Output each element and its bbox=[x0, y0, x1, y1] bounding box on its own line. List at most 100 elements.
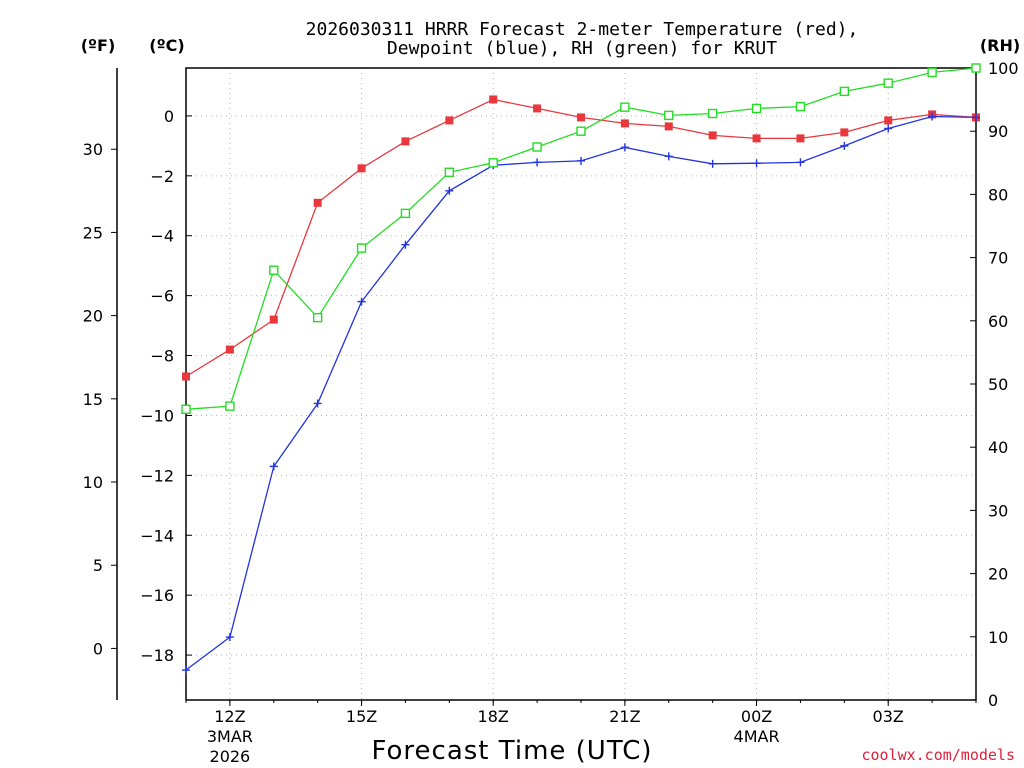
dewpoint-point bbox=[972, 113, 980, 122]
temperature-point bbox=[752, 134, 761, 143]
rh-tick-label: 10 bbox=[988, 628, 1008, 647]
x-tick-label: 12Z bbox=[214, 707, 245, 726]
rh-point bbox=[181, 404, 191, 414]
series-layer bbox=[181, 63, 981, 675]
temperature-point bbox=[840, 128, 849, 137]
celsius-tick-label: −14 bbox=[140, 526, 174, 545]
temperature-point bbox=[577, 113, 585, 122]
rh-point bbox=[269, 265, 279, 275]
x-tick-label: 21Z bbox=[609, 707, 640, 726]
dewpoint-point bbox=[445, 186, 454, 195]
rh-point bbox=[620, 102, 630, 112]
dewpoint-point bbox=[620, 143, 629, 152]
temperature-point bbox=[225, 345, 234, 354]
temperature-point bbox=[445, 116, 454, 125]
dewpoint-point bbox=[840, 141, 849, 150]
rh-tick-label: 90 bbox=[988, 122, 1008, 141]
temperature-point bbox=[533, 104, 542, 113]
x-tick-label: 03Z bbox=[873, 707, 904, 726]
temperature-point bbox=[182, 372, 190, 381]
fahrenheit-tick-label: 0 bbox=[93, 639, 103, 658]
chart-title: 2026030311 HRRR Forecast 2-meter Tempera… bbox=[306, 19, 859, 40]
x-axis-title: Forecast Time (UTC) bbox=[371, 736, 652, 766]
dewpoint-point bbox=[182, 666, 190, 675]
dewpoint-point bbox=[269, 462, 278, 471]
fahrenheit-tick-label: 20 bbox=[83, 307, 103, 326]
x-tick-label: 15Z bbox=[346, 707, 377, 726]
rh-point bbox=[795, 101, 806, 112]
rh-point bbox=[225, 401, 235, 411]
temperature-point bbox=[357, 164, 366, 173]
dewpoint-point bbox=[928, 112, 937, 121]
temperature-point bbox=[313, 198, 322, 207]
celsius-tick-label: −2 bbox=[150, 167, 174, 186]
x-tick-label: 18Z bbox=[478, 707, 509, 726]
rh-tick-label: 40 bbox=[988, 438, 1008, 457]
rh-tick-label: 60 bbox=[988, 312, 1008, 331]
dewpoint-point bbox=[708, 159, 717, 168]
celsius-tick-label: −10 bbox=[140, 406, 174, 425]
celsius-tick-label: −12 bbox=[140, 466, 174, 485]
rh-point bbox=[664, 110, 674, 121]
celsius-tick-label: −4 bbox=[150, 227, 174, 246]
celsius-tick-label: −8 bbox=[150, 347, 174, 366]
rh-point bbox=[576, 126, 586, 136]
dewpoint-point bbox=[577, 156, 585, 165]
dewpoint-point bbox=[225, 633, 234, 642]
rh-tick-label: 50 bbox=[988, 375, 1008, 394]
rh-tick-label: 0 bbox=[988, 691, 998, 710]
rh-tick-label: 70 bbox=[988, 249, 1008, 268]
celsius-tick-label: −18 bbox=[140, 646, 174, 665]
temperature-point bbox=[664, 122, 673, 131]
dewpoint-point bbox=[884, 124, 893, 133]
dewpoint-line bbox=[185, 115, 977, 671]
rh-point bbox=[444, 167, 455, 177]
fahrenheit-tick-label: 15 bbox=[83, 390, 103, 409]
dewpoint-point bbox=[357, 297, 366, 306]
celsius-tick-label: −16 bbox=[140, 586, 174, 605]
rh-point bbox=[312, 312, 323, 323]
celsius-tick-label: −6 bbox=[150, 287, 174, 306]
dewpoint-point bbox=[533, 158, 542, 167]
dewpoint-point bbox=[313, 399, 322, 408]
celsius-tick-label: 0 bbox=[164, 107, 174, 126]
dewpoint-point bbox=[796, 158, 805, 167]
rh-point bbox=[356, 243, 367, 253]
rh-point bbox=[927, 67, 937, 78]
rh-point bbox=[488, 158, 498, 168]
fahrenheit-tick-label: 5 bbox=[93, 556, 103, 575]
x-tick-year-label: 2026 bbox=[210, 747, 251, 766]
rh-point bbox=[971, 63, 981, 73]
rh-tick-label: 20 bbox=[988, 565, 1008, 584]
rh-point bbox=[839, 86, 850, 97]
fahrenheit-tick-label: 30 bbox=[83, 140, 103, 159]
chart-subtitle: Dewpoint (blue), RH (green) for KRUT bbox=[387, 38, 777, 59]
rh-unit-label: (RH) bbox=[980, 36, 1020, 55]
credit-text: coolwx.com/models bbox=[861, 746, 1015, 764]
rh-point bbox=[532, 142, 542, 152]
rh-point bbox=[883, 78, 893, 88]
rh-point bbox=[707, 108, 718, 119]
dewpoint-point bbox=[752, 159, 761, 168]
temperature-point bbox=[620, 119, 629, 128]
x-tick-date-label: 4MAR bbox=[734, 727, 780, 746]
temperature-point bbox=[708, 131, 717, 140]
rh-point bbox=[400, 208, 411, 219]
fahrenheit-unit-label: (ºF) bbox=[81, 36, 116, 55]
x-tick-date-label: 3MAR bbox=[207, 727, 253, 746]
temperature-point bbox=[269, 315, 278, 324]
dewpoint-point bbox=[664, 152, 673, 161]
fahrenheit-tick-label: 25 bbox=[83, 223, 103, 242]
temperature-point bbox=[796, 134, 805, 143]
fahrenheit-tick-label: 10 bbox=[83, 473, 103, 492]
temperature-point bbox=[401, 137, 410, 146]
rh-tick-label: 80 bbox=[988, 185, 1008, 204]
temperature-point bbox=[489, 95, 498, 104]
temperature-point bbox=[884, 116, 893, 125]
x-tick-label: 00Z bbox=[741, 707, 772, 726]
celsius-unit-label: (ºC) bbox=[149, 36, 184, 55]
rh-tick-label: 100 bbox=[988, 59, 1019, 78]
dewpoint-point bbox=[401, 240, 410, 249]
